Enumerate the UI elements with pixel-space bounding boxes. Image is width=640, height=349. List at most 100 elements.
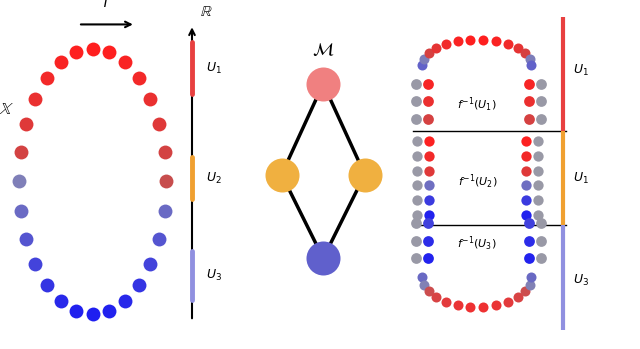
- Point: [134, 75, 144, 81]
- Point: [422, 116, 433, 121]
- Point: [525, 282, 535, 287]
- Text: $U_1$: $U_1$: [573, 170, 589, 186]
- Point: [532, 139, 543, 144]
- Point: [502, 299, 513, 305]
- Point: [521, 212, 531, 217]
- Point: [16, 208, 26, 214]
- Point: [513, 294, 523, 300]
- Point: [71, 308, 81, 313]
- Text: $\mathcal{M}$: $\mathcal{M}$: [312, 41, 334, 59]
- Point: [502, 41, 513, 47]
- Point: [21, 236, 31, 242]
- Point: [411, 221, 421, 226]
- Point: [525, 56, 535, 61]
- Point: [521, 139, 531, 144]
- Point: [532, 212, 543, 217]
- Point: [524, 238, 534, 244]
- Point: [134, 282, 144, 288]
- Point: [276, 172, 287, 177]
- Point: [411, 238, 421, 244]
- Point: [411, 116, 421, 121]
- Text: $\mathbb{X}$: $\mathbb{X}$: [0, 99, 14, 118]
- Point: [104, 308, 115, 313]
- Point: [536, 81, 546, 87]
- Text: $\mathbb{R}$: $\mathbb{R}$: [200, 4, 212, 19]
- Point: [422, 81, 433, 87]
- Point: [422, 238, 433, 244]
- Point: [524, 98, 534, 104]
- Point: [424, 183, 434, 188]
- Point: [120, 298, 130, 304]
- Point: [424, 289, 434, 294]
- Text: $U_1$: $U_1$: [206, 60, 222, 76]
- Point: [524, 221, 534, 226]
- Text: $U_2$: $U_2$: [206, 170, 222, 186]
- Point: [30, 96, 40, 102]
- Text: $U_3$: $U_3$: [206, 268, 222, 283]
- Point: [145, 96, 156, 102]
- Point: [145, 261, 156, 267]
- Point: [424, 197, 434, 203]
- Point: [56, 59, 66, 65]
- Point: [42, 282, 52, 288]
- Text: $f^{-1}(U_3)$: $f^{-1}(U_3)$: [457, 235, 497, 253]
- Point: [56, 298, 66, 304]
- Point: [424, 153, 434, 159]
- Point: [412, 212, 422, 217]
- Text: $f$: $f$: [102, 0, 111, 10]
- Point: [521, 183, 531, 188]
- Point: [536, 255, 546, 261]
- Point: [424, 50, 434, 55]
- Point: [42, 75, 52, 81]
- Point: [524, 81, 534, 87]
- Point: [526, 275, 536, 280]
- Point: [422, 255, 433, 261]
- Text: $U_1$: $U_1$: [573, 63, 589, 78]
- Point: [513, 45, 523, 51]
- Point: [521, 168, 531, 173]
- Point: [161, 179, 172, 184]
- Point: [526, 62, 536, 67]
- Point: [536, 238, 546, 244]
- Point: [318, 81, 328, 87]
- Point: [536, 116, 546, 121]
- Point: [419, 282, 429, 287]
- Text: $f^{-1}(U_1)$: $f^{-1}(U_1)$: [457, 96, 497, 114]
- Point: [88, 46, 98, 52]
- Point: [452, 38, 463, 44]
- Point: [412, 183, 422, 188]
- Point: [521, 153, 531, 159]
- Point: [465, 304, 476, 310]
- Point: [532, 183, 543, 188]
- Point: [478, 37, 488, 42]
- Point: [431, 45, 441, 51]
- Point: [120, 59, 130, 65]
- Point: [478, 304, 488, 310]
- Point: [441, 299, 451, 305]
- Point: [417, 62, 428, 67]
- Point: [424, 139, 434, 144]
- Point: [419, 56, 429, 61]
- Point: [520, 289, 530, 294]
- Point: [532, 153, 543, 159]
- Point: [422, 221, 433, 226]
- Point: [154, 121, 164, 127]
- Point: [465, 37, 476, 42]
- Point: [30, 261, 40, 267]
- Point: [532, 168, 543, 173]
- Point: [159, 208, 170, 214]
- Point: [154, 236, 164, 242]
- Point: [411, 81, 421, 87]
- Point: [360, 172, 370, 177]
- Point: [412, 139, 422, 144]
- Point: [412, 168, 422, 173]
- Point: [88, 311, 98, 317]
- Point: [491, 38, 501, 44]
- Point: [520, 50, 530, 55]
- Point: [521, 197, 531, 203]
- Point: [532, 197, 543, 203]
- Point: [422, 98, 433, 104]
- Point: [424, 212, 434, 217]
- Point: [491, 302, 501, 308]
- Point: [412, 197, 422, 203]
